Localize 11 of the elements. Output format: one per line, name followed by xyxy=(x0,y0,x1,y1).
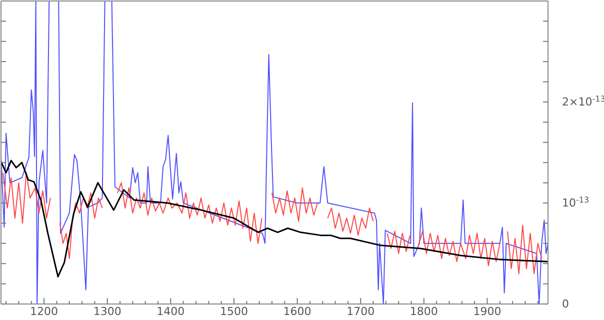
x-tick-label: 1200 xyxy=(30,304,58,318)
y-tick-label: 10$^{-13}$ xyxy=(562,195,590,210)
x-tick-label: 1500 xyxy=(220,304,248,318)
x-tick-label: 1700 xyxy=(346,304,375,318)
line-series xyxy=(1,1,548,304)
x-tick-label: 1800 xyxy=(410,304,438,318)
x-tick-label: 1400 xyxy=(156,304,185,318)
y-tick-label: 0 xyxy=(562,298,569,311)
x-tick-label: 1300 xyxy=(93,304,122,318)
x-tick-label: 1600 xyxy=(283,304,312,318)
x-tick-label: 1900 xyxy=(473,304,502,318)
